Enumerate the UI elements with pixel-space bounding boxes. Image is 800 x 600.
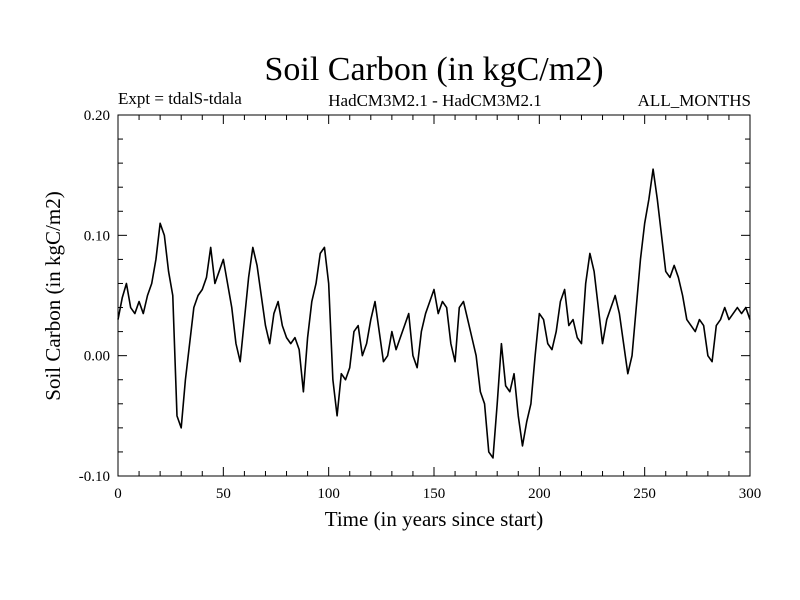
x-tick-label: 100 [317,486,340,502]
x-tick-label: 300 [739,486,762,502]
x-tick-label: 150 [423,486,446,502]
y-tick-labels: -0.10 0.00 0.10 0.20 [79,108,110,485]
x-tick-labels: 0 50 100 150 200 250 300 [114,486,761,502]
y-tick-label: 0.10 [84,228,110,244]
model-label: HadCM3M2.1 - HadCM3M2.1 [328,91,541,110]
soil-carbon-line [117,168,751,459]
x-tick-label: 50 [216,486,231,502]
x-tick-label: 200 [528,486,551,502]
y-tick-label: 0.00 [84,349,110,365]
experiment-label: Expt = tdalS-tdala [118,89,242,108]
y-tick-label: -0.10 [79,469,110,485]
plot-area [117,114,751,477]
x-tick-label: 250 [633,486,656,502]
chart-title: Soil Carbon (in kgC/m2) [264,51,603,88]
plot-frame [117,114,751,477]
months-label: ALL_MONTHS [638,91,751,110]
x-axis-label: Time (in years since start) [325,507,544,531]
y-axis-label: Soil Carbon (in kgC/m2) [41,191,65,400]
x-tick-label: 0 [114,486,122,502]
y-tick-label: 0.20 [84,108,110,124]
axis-ticks [117,114,751,477]
